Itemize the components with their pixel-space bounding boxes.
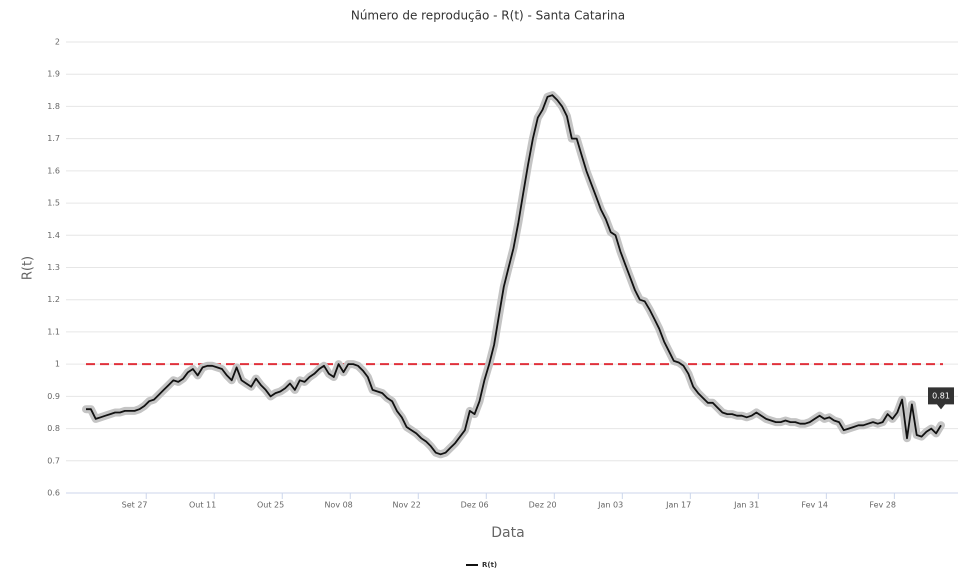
x-tick-label: Nov 22 — [392, 501, 420, 510]
legend-label: R(t) — [482, 561, 497, 569]
tooltip-label: 0.81 — [932, 391, 950, 400]
y-tick-label: 1.8 — [47, 102, 60, 111]
x-tick-label: Nov 08 — [324, 501, 352, 510]
y-tick-label: 1.4 — [47, 231, 60, 240]
x-tick-label: Jan 31 — [733, 501, 759, 510]
y-tick-label: 1.7 — [47, 134, 60, 143]
y-tick-label: 1 — [55, 360, 60, 369]
x-tick-label: Jan 03 — [597, 501, 623, 510]
y-tick-label: 2 — [55, 38, 60, 47]
y-tick-label: 0.8 — [47, 424, 60, 433]
y-tick-label: 0.6 — [47, 489, 60, 498]
x-tick-label: Fev 28 — [869, 501, 896, 510]
y-axis-label: R(t) — [21, 256, 36, 280]
y-tick-label: 1.5 — [47, 199, 60, 208]
x-tick-label: Fev 14 — [801, 501, 828, 510]
line-halo — [82, 91, 945, 459]
tooltip: 0.81 — [928, 387, 954, 410]
y-tick-label: 1.3 — [47, 263, 60, 272]
x-tick-label: Set 27 — [122, 501, 148, 510]
y-tick-label: 1.1 — [47, 327, 60, 336]
chart-title: Número de reprodução - R(t) - Santa Cata… — [351, 9, 625, 23]
series-line — [86, 94, 942, 456]
y-tick-label: 1.2 — [47, 295, 60, 304]
x-tick-label: Out 25 — [257, 501, 284, 510]
y-tick-label: 1.9 — [47, 70, 60, 79]
y-tick-label: 0.9 — [47, 392, 60, 401]
x-tick-label: Dez 20 — [529, 501, 557, 510]
x-tick-label: Out 11 — [189, 501, 216, 510]
x-tick-label: Jan 17 — [665, 501, 691, 510]
tooltip-box — [928, 387, 954, 410]
y-tick-label: 0.7 — [47, 456, 60, 465]
y-tick-label: 1.6 — [47, 166, 60, 175]
x-tick-label: Dez 06 — [461, 501, 489, 510]
x-axis-label: Data — [491, 525, 524, 541]
